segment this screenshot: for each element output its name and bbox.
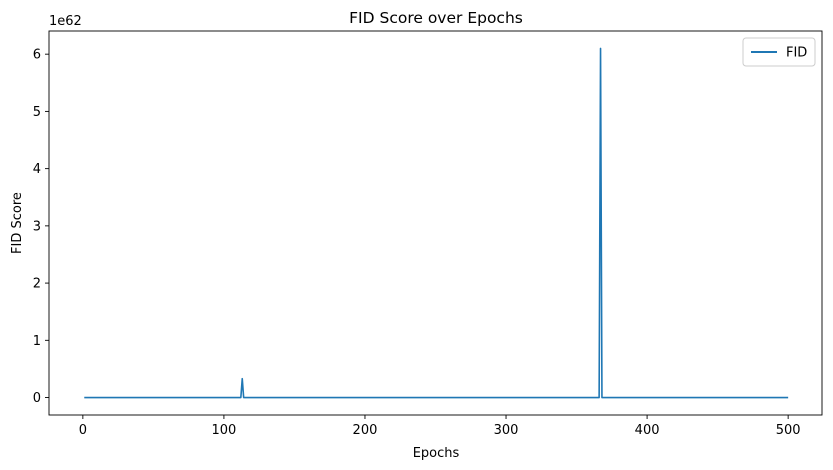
y-offset-text: 1e62 — [49, 14, 82, 29]
x-tick-label: 300 — [494, 423, 519, 438]
x-tick-label: 0 — [79, 423, 87, 438]
y-tick-label: 2 — [33, 277, 41, 292]
legend: FID — [742, 37, 816, 67]
series-layer — [84, 47, 789, 399]
x-tick-label: 500 — [776, 423, 801, 438]
x-axis-title: Epochs — [413, 446, 460, 461]
y-tick-label: 0 — [33, 391, 41, 406]
x-axis: 0 100 200 300 400 500 — [79, 415, 801, 438]
x-tick-label: 200 — [353, 423, 378, 438]
legend-box — [742, 37, 816, 67]
x-tick-label: 400 — [635, 423, 660, 438]
y-tick-label: 6 — [33, 48, 41, 63]
x-tick-label: 100 — [211, 423, 236, 438]
legend-label: FID — [786, 46, 807, 61]
y-tick-label: 3 — [33, 219, 41, 234]
chart-title: FID Score over Epochs — [349, 9, 523, 27]
series-line-fid — [84, 47, 789, 399]
y-axis-title: FID Score — [10, 192, 25, 254]
y-tick-label: 4 — [33, 162, 41, 177]
y-axis: 0 1 2 3 4 5 6 — [33, 48, 49, 406]
y-tick-label: 5 — [33, 105, 41, 120]
y-tick-label: 1 — [33, 334, 41, 349]
plot-area — [48, 30, 823, 416]
